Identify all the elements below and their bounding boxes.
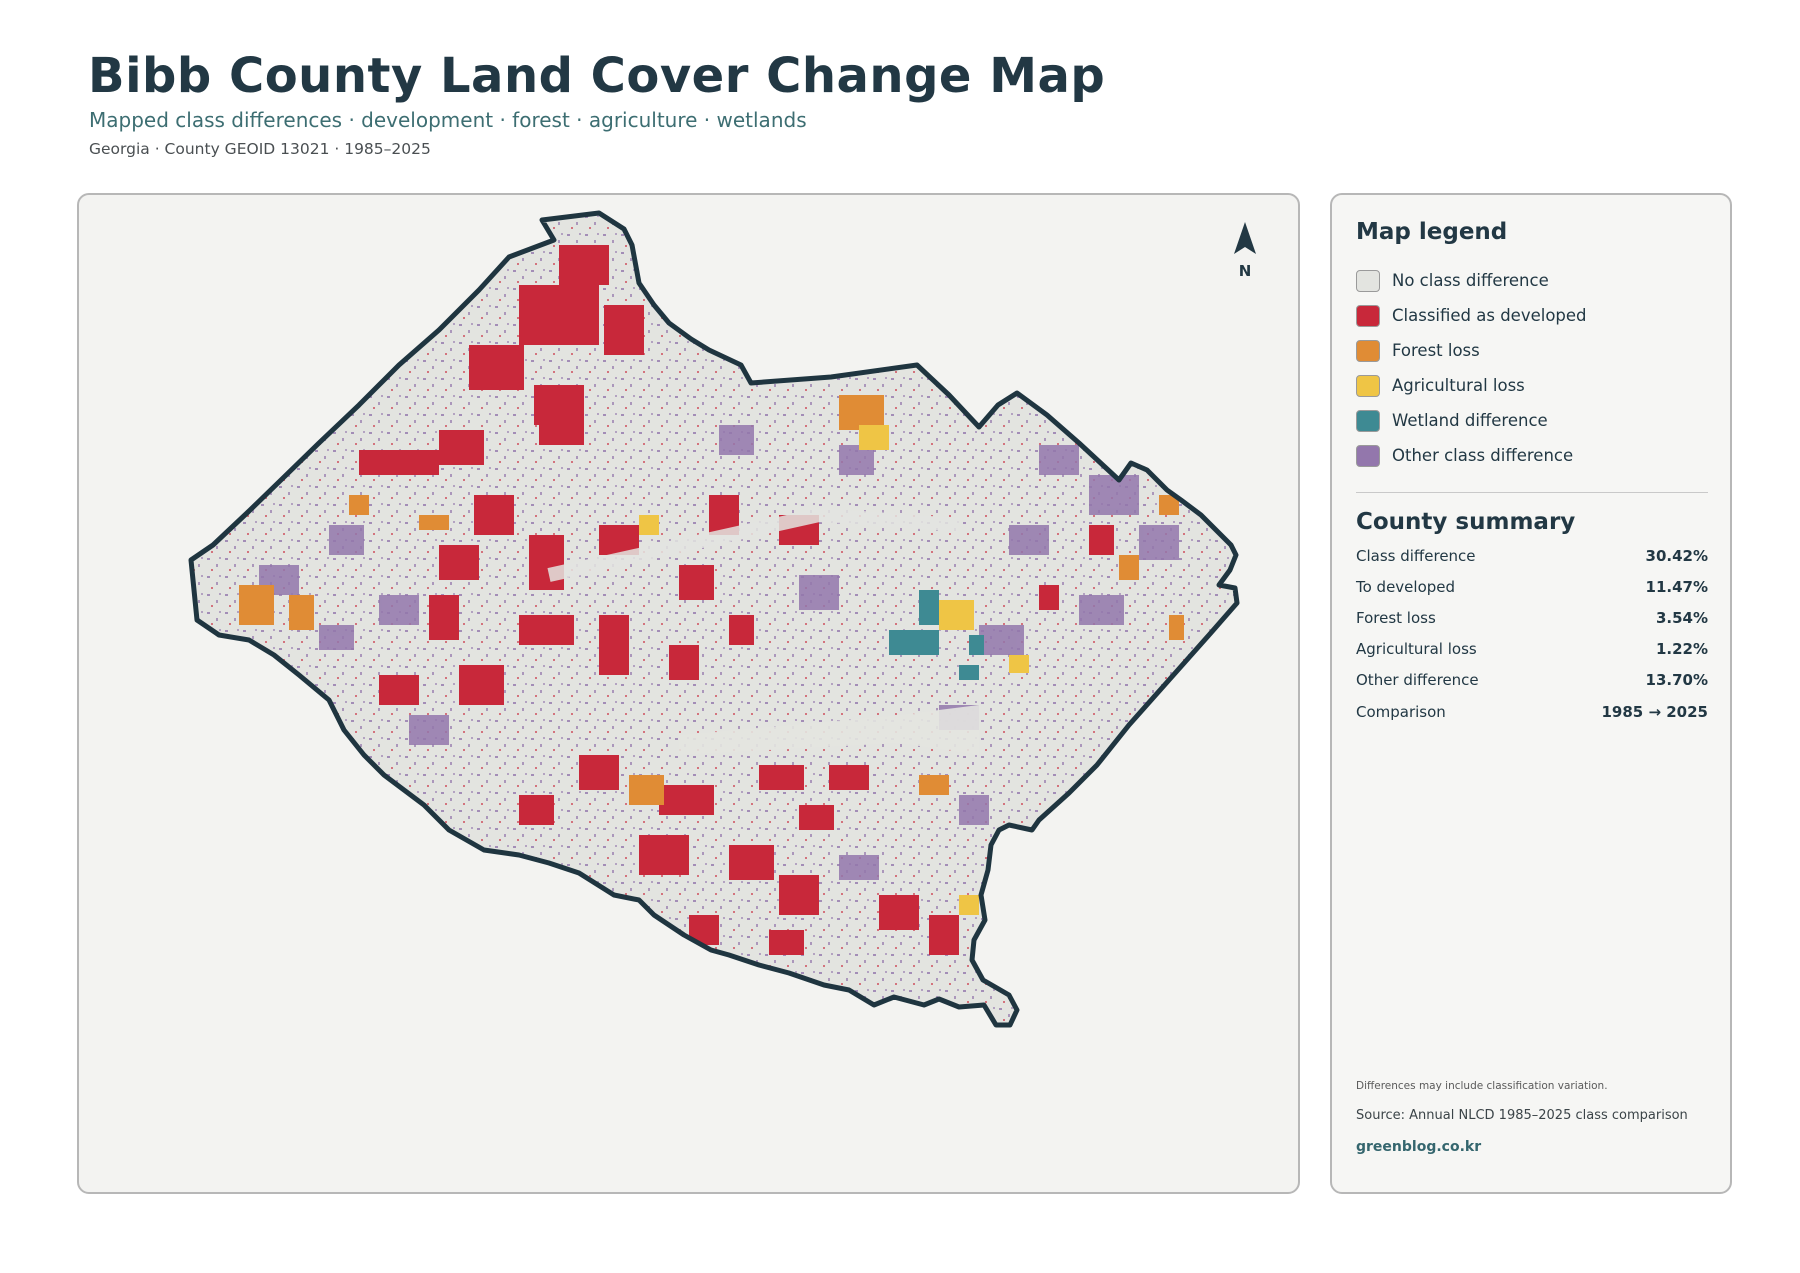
legend-label: Forest loss: [1392, 341, 1480, 360]
legend-swatch: [1356, 339, 1380, 362]
summary-value: 30.42%: [1645, 546, 1708, 565]
legend-divider: [1356, 492, 1708, 493]
map-panel[interactable]: [77, 193, 1300, 1194]
legend-label: Wetland difference: [1392, 411, 1548, 430]
legend-item: Agricultural loss: [1356, 368, 1587, 403]
summary-value: 3.54%: [1655, 608, 1708, 627]
summary-row: Agricultural loss 1.22%: [1356, 634, 1708, 665]
legend-item: Classified as developed: [1356, 298, 1587, 333]
north-label: N: [1238, 262, 1252, 280]
developed-patches: [359, 245, 1114, 955]
forest-loss-patches: [239, 395, 1184, 805]
source-credit: Source: Annual NLCD 1985–2025 class comp…: [1356, 1108, 1688, 1123]
legend-item: Other class difference: [1356, 438, 1587, 473]
legend-swatch: [1356, 304, 1380, 327]
summary-label: Comparison: [1356, 702, 1446, 721]
summary-value: 1985 → 2025: [1601, 702, 1708, 721]
summary-row: Forest loss 3.54%: [1356, 602, 1708, 633]
legend-list: No class difference Classified as develo…: [1356, 263, 1587, 473]
summary-value: 11.47%: [1645, 577, 1708, 596]
legend-label: Agricultural loss: [1392, 376, 1525, 395]
summary-heading: County summary: [1356, 509, 1576, 535]
legend-swatch: [1356, 444, 1380, 467]
legend-swatch: [1356, 409, 1380, 432]
summary-row: Class difference 30.42%: [1356, 540, 1708, 571]
legend-heading: Map legend: [1356, 219, 1508, 245]
page-subtitle: Mapped class differences · development ·…: [89, 108, 807, 132]
county-boundary: [188, 210, 1240, 1028]
summary-value: 1.22%: [1655, 640, 1708, 659]
summary-row: Comparison 1985 → 2025: [1356, 696, 1708, 727]
legend-item: No class difference: [1356, 263, 1587, 298]
summary-label: Class difference: [1356, 546, 1476, 565]
legend-label: No class difference: [1392, 271, 1549, 290]
summary-table: Class difference 30.42% To developed 11.…: [1356, 540, 1708, 727]
agricultural-loss-patches: [639, 425, 1029, 915]
wetland-difference-patches: [889, 590, 984, 680]
north-arrow: N: [1220, 222, 1270, 280]
legend-item: Wetland difference: [1356, 403, 1587, 438]
classification-note: Differences may include classification v…: [1356, 1080, 1608, 1092]
county-map[interactable]: [79, 195, 1300, 1194]
summary-label: Other difference: [1356, 671, 1479, 690]
legend-panel: Map legend No class difference Classifie…: [1330, 193, 1732, 1194]
land-cover-layer: [191, 213, 1237, 1025]
legend-label: Other class difference: [1392, 446, 1574, 465]
summary-label: Forest loss: [1356, 608, 1436, 627]
legend-swatch: [1356, 269, 1380, 292]
summary-label: To developed: [1356, 577, 1456, 596]
summary-value: 13.70%: [1645, 671, 1708, 690]
legend-item: Forest loss: [1356, 333, 1587, 368]
summary-row: Other difference 13.70%: [1356, 665, 1708, 696]
north-arrow-icon: [1234, 222, 1256, 254]
site-link[interactable]: greenblog.co.kr: [1356, 1139, 1482, 1155]
page-meta: Georgia · County GEOID 13021 · 1985–2025: [89, 140, 431, 158]
page-title: Bibb County Land Cover Change Map: [88, 48, 1106, 104]
summary-row: To developed 11.47%: [1356, 571, 1708, 602]
legend-swatch: [1356, 374, 1380, 397]
summary-label: Agricultural loss: [1356, 640, 1477, 659]
legend-label: Classified as developed: [1392, 306, 1587, 325]
